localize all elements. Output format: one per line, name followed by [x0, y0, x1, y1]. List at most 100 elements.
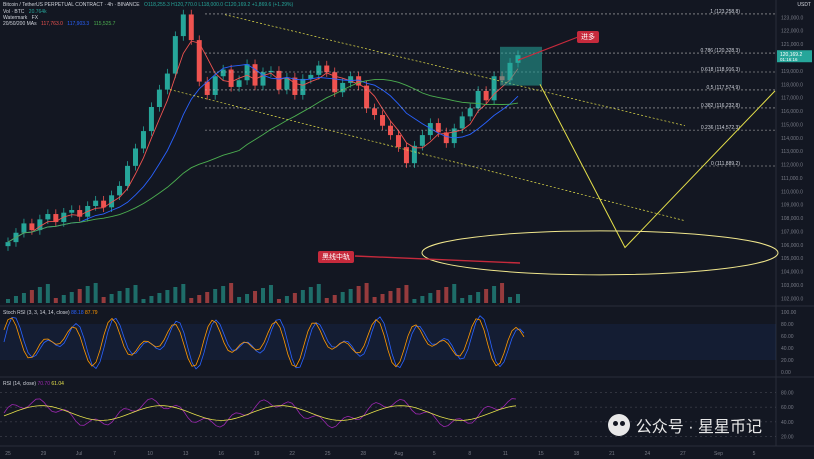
- fib-level-label: 1 (123,258.8): [710, 9, 740, 15]
- volume-bar: [452, 284, 457, 303]
- candle-body: [5, 242, 11, 247]
- candle-body: [164, 73, 170, 90]
- volume-bar: [396, 288, 401, 303]
- stoch-k: 88.18: [71, 310, 84, 316]
- candle-body: [109, 195, 115, 208]
- volume-bar: [261, 288, 265, 303]
- candle: [252, 59, 258, 91]
- candle-body: [172, 36, 178, 74]
- volume-bar: [316, 284, 321, 303]
- time-tick-label: 5: [433, 451, 436, 457]
- long-entry-badge: 进多: [577, 31, 599, 43]
- candle: [172, 31, 178, 79]
- candle-body: [356, 76, 362, 86]
- candle-body: [29, 223, 35, 231]
- stoch-band: [0, 324, 776, 360]
- volume-bar: [85, 286, 90, 303]
- price-tick-label: 123,000.0: [781, 15, 803, 21]
- time-tick-label: 13: [183, 451, 189, 457]
- volume-bar: [181, 284, 186, 303]
- candle: [411, 141, 417, 168]
- ma20-value: 117,763.0: [41, 21, 63, 27]
- time-tick-label: 19: [254, 451, 260, 457]
- volume-bar: [29, 290, 34, 303]
- fib-level-label: 0.236 (114,572.3): [701, 125, 740, 131]
- watermark-value: FX: [31, 15, 39, 21]
- volume-label: Vol · BTC: [3, 9, 25, 15]
- time-tick-label: 16: [218, 451, 224, 457]
- candle-body: [372, 108, 378, 116]
- candle: [5, 237, 11, 251]
- volume-bar: [268, 285, 273, 303]
- candle: [204, 76, 210, 100]
- candle-body: [427, 123, 433, 136]
- volume-legend: Vol · BTC 20.764k: [3, 9, 50, 15]
- candle: [451, 123, 457, 148]
- volume-bar: [332, 295, 337, 303]
- candle: [53, 209, 59, 227]
- volume-bar: [157, 293, 162, 303]
- candle: [133, 143, 138, 171]
- candle-body: [196, 40, 202, 82]
- ma-legend: 20/50/200 MAs 117,763.0 117,903.3 115,52…: [3, 21, 118, 27]
- volume-bar: [165, 290, 170, 303]
- candle-body: [419, 135, 425, 146]
- candle-body: [284, 77, 290, 90]
- candle: [188, 9, 194, 45]
- time-tick-label: 7: [113, 451, 116, 457]
- rsi-line: [3, 398, 517, 429]
- fib-level-label: 0.618 (118,916.3): [701, 67, 740, 73]
- volume-bar: [436, 290, 441, 303]
- volume-bar: [37, 287, 42, 303]
- volume-bar: [444, 287, 449, 303]
- candle: [268, 66, 274, 77]
- volume-bar: [141, 299, 146, 303]
- long-badge-pointer: [517, 36, 579, 61]
- candle: [77, 205, 83, 222]
- support-badge-pointer: [354, 255, 521, 264]
- time-tick-label: 29: [41, 451, 47, 457]
- wechat-watermark: 公众号 · 星星币记: [607, 413, 762, 437]
- candle-body: [348, 76, 354, 83]
- channel-lower: [169, 89, 686, 222]
- candle: [356, 71, 362, 91]
- candle-body: [435, 123, 441, 133]
- candle: [212, 71, 218, 100]
- volume-bar: [372, 297, 377, 303]
- volume-bar: [117, 291, 122, 303]
- candle-body: [117, 185, 123, 196]
- candle: [148, 102, 154, 136]
- volume-bar: [149, 296, 154, 303]
- volume-bar: [492, 286, 497, 303]
- ma200-value: 115,525.7: [93, 21, 116, 27]
- candle-body: [380, 115, 386, 126]
- price-tick-label: 118,000.0: [781, 82, 803, 88]
- fib-level-label: 0.786 (120,328.3): [701, 48, 741, 54]
- price-tick-label: 122,000.0: [781, 29, 803, 35]
- volume-bar: [109, 294, 114, 303]
- volume-bar: [356, 286, 361, 303]
- stoch-tick-label: 40.00: [781, 346, 794, 352]
- candle-body: [53, 214, 59, 223]
- time-tick-label: 24: [645, 451, 651, 457]
- time-tick-label: Sep: [714, 451, 723, 457]
- volume-bar: [205, 292, 210, 303]
- stoch-tick-label: 60.00: [781, 334, 794, 340]
- candle: [380, 110, 386, 131]
- price-tick-label: 113,000.0: [781, 149, 803, 155]
- volume-bar: [93, 283, 98, 303]
- rsi-title: RSI (14, close): [3, 381, 37, 387]
- candle-body: [45, 214, 51, 220]
- volume-bar: [500, 283, 505, 303]
- rsi-tick-label: 80.00: [781, 390, 794, 396]
- volume-bar: [133, 285, 138, 303]
- watermark-label: Watermark: [3, 15, 28, 21]
- candle-body: [451, 128, 457, 144]
- candle: [244, 59, 250, 85]
- stoch-d-line: [3, 317, 525, 368]
- candle-body: [77, 210, 83, 217]
- candle: [316, 60, 322, 80]
- candle-body: [204, 81, 210, 95]
- candle-body: [340, 82, 346, 93]
